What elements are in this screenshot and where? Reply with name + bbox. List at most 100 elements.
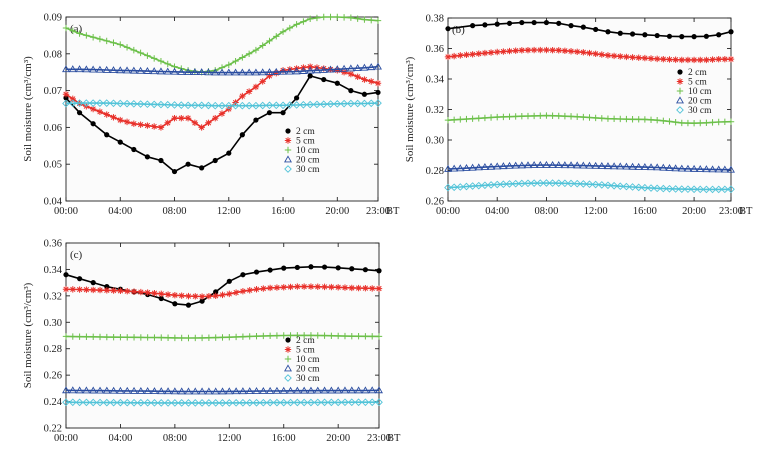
data-point-minor [191,101,199,110]
legend-marker [676,96,684,104]
data-point [104,132,110,138]
data-point-minor [83,286,90,293]
data-point-minor [697,56,704,64]
data-point [156,67,165,75]
data-point-minor [273,398,281,407]
data-point [469,51,476,58]
legend-label: 20 cm [296,156,320,166]
data-point [212,334,219,341]
data-point [266,386,275,394]
data-point [172,301,178,307]
data-point [224,101,233,110]
data-point-minor [368,285,376,292]
series-line [65,401,379,404]
data-point [198,387,207,395]
data-point [456,183,465,191]
data-point-minor [82,65,91,73]
data-point [238,101,247,110]
data-point [554,161,563,169]
data-point [556,20,562,26]
x-tick-label: 20:00 [326,433,350,444]
data-point [239,132,245,138]
data-point [116,99,125,108]
data-point [62,398,70,407]
data-point-minor [204,68,213,76]
data-point [239,54,246,61]
data-point [252,398,261,407]
data-point [279,398,288,407]
data-point-minor [354,15,361,22]
data-point-minor [585,180,594,189]
data-point-minor [327,398,336,407]
data-point-minor [536,160,545,168]
data-point-minor [164,399,172,407]
data-point [184,399,193,407]
data-point-minor [299,100,308,109]
data-point-minor [341,332,349,340]
data-point-minor [178,292,185,299]
data-point-minor [137,49,144,57]
data-point-minor [232,289,240,296]
data-point-minor [191,119,199,126]
data-point [306,386,315,394]
data-point [690,164,699,172]
data-point [567,179,575,188]
data-point [727,185,735,194]
data-point [493,162,502,170]
data-point [591,161,600,169]
data-point-minor [204,387,213,395]
data-point-minor [273,332,281,339]
data-point-minor [328,332,335,339]
data-point-minor [137,398,145,407]
data-point-minor [163,67,172,75]
data-point [642,32,648,38]
data-point [130,398,138,407]
data-point [143,66,152,74]
y-axis-label: Soil moisture (cm³/cm³) [22,282,34,388]
data-point [212,292,219,300]
data-point-minor [123,386,132,394]
data-point-minor [299,66,308,74]
data-point [666,33,673,39]
data-point-minor [597,161,606,169]
data-point [518,47,526,54]
data-point [542,160,551,168]
data-point [211,387,220,395]
data-point-minor [696,165,705,172]
y-tick-label: 0.28 [44,344,62,355]
data-point [225,61,232,69]
data-point-minor [586,49,593,57]
data-point-minor [245,50,253,57]
data-point [306,100,315,109]
y-tick-label: 0.34 [44,265,63,276]
data-point [102,65,111,73]
data-point-minor [696,185,705,194]
data-point [199,298,205,304]
x-tick-label: 16:00 [633,206,657,217]
data-point-minor [313,100,321,109]
x-tick-label: 23:00 [366,206,390,217]
data-point-minor [150,55,158,62]
data-point [62,286,70,293]
data-point [89,398,98,407]
data-point-minor [622,162,631,170]
panel-b: 0.26 0.28 0.30 0.32 0.34 0.36 0.38 00:00 04:00 08… [404,14,753,218]
data-point [279,386,288,394]
data-point [333,100,342,108]
data-point-minor [218,399,227,407]
legend-marker [284,364,292,372]
data-point [226,290,233,298]
legend-label: 2 cm [296,336,315,346]
data-point [280,110,286,116]
data-point [690,185,698,194]
data-point [292,101,301,109]
data-point-minor [204,101,213,110]
data-point [104,284,110,290]
y-tick-label: 0.22 [44,424,62,435]
x-tick-label: 04:00 [485,206,509,217]
data-point-minor [246,287,253,294]
data-point-minor [68,65,77,73]
data-point [253,117,259,123]
data-point [628,162,637,170]
